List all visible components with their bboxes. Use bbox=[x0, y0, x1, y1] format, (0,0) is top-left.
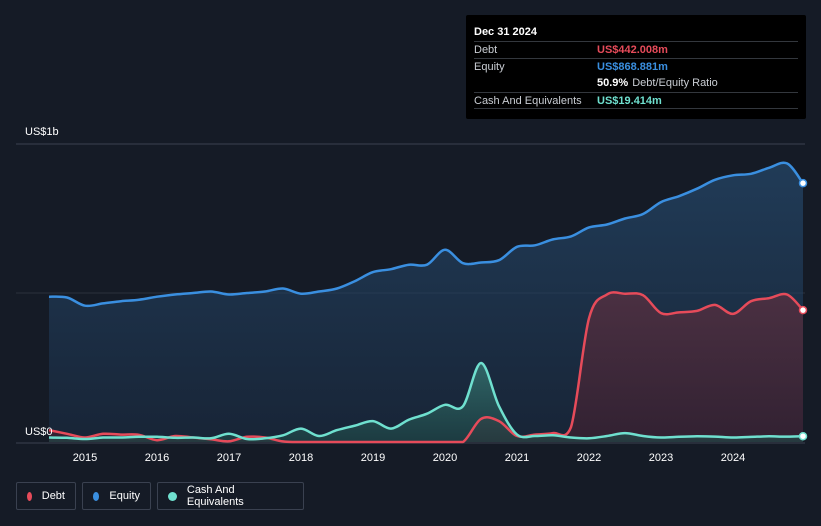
x-tick-2019: 2019 bbox=[361, 452, 385, 464]
tooltip-ratio-value: 50.9% bbox=[597, 77, 629, 89]
y-axis-label-max: US$1b bbox=[25, 126, 59, 138]
cash-and-equivalents-end-dot bbox=[798, 431, 808, 441]
tooltip-equity-label: Equity bbox=[474, 61, 505, 73]
x-tick-2016: 2016 bbox=[145, 452, 169, 464]
cash-and-equivalents-area bbox=[49, 363, 803, 442]
x-tick-2020: 2020 bbox=[433, 452, 457, 464]
x-tick-2017: 2017 bbox=[217, 452, 241, 464]
x-tick-2021: 2021 bbox=[505, 452, 529, 464]
x-tick-2024: 2024 bbox=[721, 452, 745, 464]
equity-line bbox=[48, 161, 805, 308]
debt-end-dot bbox=[798, 305, 808, 315]
axis-labels: US$1b US$0 2015 2016 2017 2018 2019 2020 2021 202… bbox=[25, 126, 745, 464]
tooltip-date: Dec 31 2024 bbox=[474, 26, 537, 38]
equity-end-dot bbox=[798, 178, 808, 188]
series-areas bbox=[49, 162, 803, 442]
legend-item-cash[interactable]: Cash And Equivalents bbox=[157, 482, 304, 510]
legend-item-equity[interactable]: Equity bbox=[82, 482, 151, 510]
tooltip-cash-value: US$19.414m bbox=[597, 95, 662, 107]
debt-legend-dot-icon bbox=[27, 491, 32, 501]
legend-cash-label: Cash And Equivalents bbox=[186, 484, 244, 508]
x-tick-2015: 2015 bbox=[73, 452, 97, 464]
tooltip-debt-label: Debt bbox=[474, 44, 498, 56]
tooltip-debt-value: US$442.008m bbox=[597, 44, 668, 56]
cash-legend-dot-icon bbox=[168, 491, 177, 501]
data-tooltip: Dec 31 2024 Debt US$442.008m Equity US$8… bbox=[466, 15, 806, 119]
series-lines bbox=[48, 161, 805, 444]
legend-item-debt[interactable]: Debt bbox=[16, 482, 76, 510]
legend-equity-label: Equity bbox=[109, 490, 140, 502]
tooltip-row-cash: Cash And Equivalents US$19.414m bbox=[474, 92, 798, 109]
x-tick-2023: 2023 bbox=[649, 452, 673, 464]
equity-legend-dot-icon bbox=[93, 491, 100, 501]
tooltip-row-equity: Equity US$868.881m bbox=[474, 58, 798, 75]
tooltip-ratio-label: Debt/Equity Ratio bbox=[632, 77, 718, 89]
x-tick-2022: 2022 bbox=[577, 452, 601, 464]
tooltip-cash-label: Cash And Equivalents bbox=[474, 95, 582, 107]
cash-and-equivalents-line bbox=[48, 361, 804, 441]
debt-area bbox=[49, 292, 803, 442]
y-axis-label-zero: US$0 bbox=[25, 426, 53, 438]
x-tick-2018: 2018 bbox=[289, 452, 313, 464]
debt-line bbox=[48, 291, 804, 444]
series-end-dots bbox=[798, 178, 808, 441]
legend-debt-label: Debt bbox=[41, 490, 65, 502]
tooltip-equity-value: US$868.881m bbox=[597, 61, 668, 73]
tooltip-row-ratio: 50.9% Debt/Equity Ratio bbox=[474, 75, 798, 92]
tooltip-row-debt: Debt US$442.008m bbox=[474, 41, 798, 58]
